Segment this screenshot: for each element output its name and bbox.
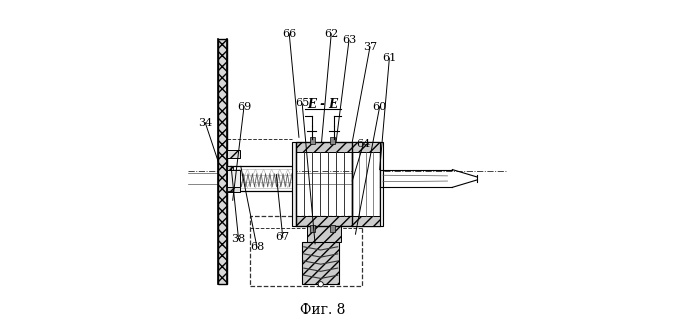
Text: 37: 37 (363, 42, 377, 52)
Bar (352, 142, 380, 152)
Text: 66: 66 (282, 29, 297, 39)
Text: Фиг. 8: Фиг. 8 (300, 303, 346, 317)
Text: Е - Е: Е - Е (307, 99, 339, 111)
Bar (228, 184, 240, 192)
Bar (218, 39, 228, 284)
Text: 69: 69 (237, 102, 251, 111)
Bar (296, 216, 352, 226)
Bar (292, 142, 296, 226)
Text: 62: 62 (324, 29, 339, 39)
Bar (228, 150, 240, 158)
Text: 60: 60 (373, 102, 387, 111)
Text: 64: 64 (357, 139, 371, 149)
Text: 34: 34 (198, 118, 212, 128)
Text: 38: 38 (232, 234, 246, 244)
Bar (311, 137, 315, 144)
Bar (228, 166, 295, 191)
Bar (330, 225, 335, 232)
Text: 68: 68 (250, 242, 264, 252)
Bar (296, 142, 352, 152)
Bar (296, 142, 352, 226)
Text: 65: 65 (295, 99, 309, 108)
Text: 61: 61 (383, 53, 396, 63)
Text: 67: 67 (276, 233, 290, 242)
Bar (352, 142, 380, 226)
Bar (228, 166, 233, 191)
Circle shape (318, 282, 323, 287)
Bar (352, 216, 380, 226)
Bar (228, 170, 240, 187)
Bar (307, 226, 341, 242)
Bar (380, 142, 383, 226)
Bar (330, 137, 335, 144)
Bar (311, 225, 315, 232)
Bar (251, 216, 362, 286)
Text: 63: 63 (342, 36, 356, 45)
Bar (302, 242, 339, 284)
